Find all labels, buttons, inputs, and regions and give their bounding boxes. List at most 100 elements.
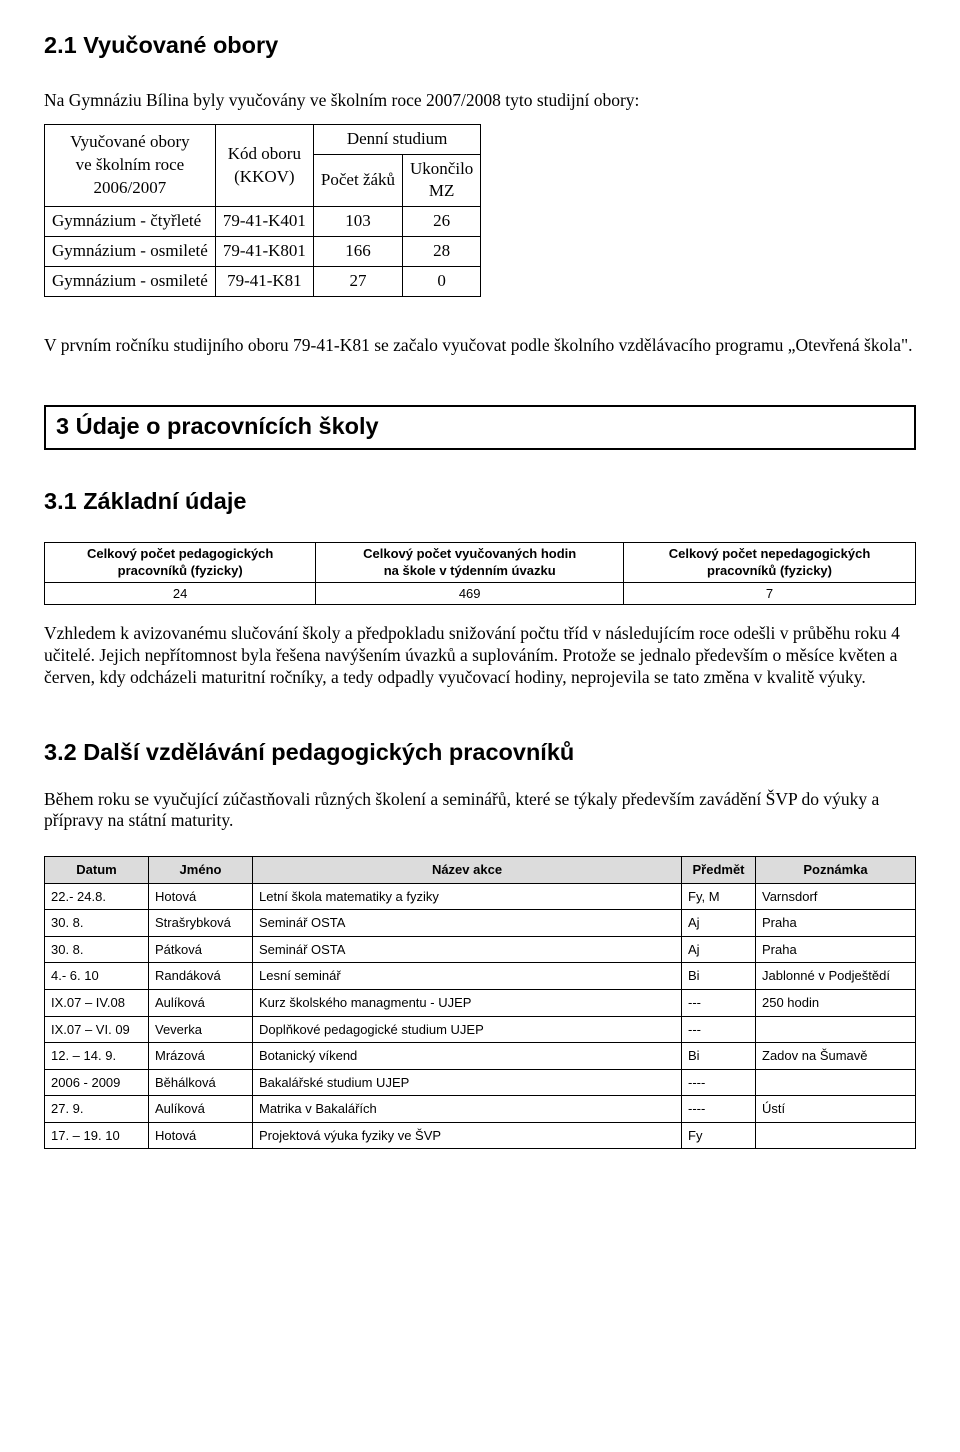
th-predmet: Předmět — [682, 857, 756, 884]
cell: Lesní seminář — [253, 963, 682, 990]
section-3-1: 3.1 Základní údaje Celkový počet pedagog… — [44, 486, 916, 689]
table-row: 12. – 14. 9.MrázováBotanický víkendBiZad… — [45, 1043, 916, 1070]
cell: 12. – 14. 9. — [45, 1043, 149, 1070]
cell: Hotová — [149, 883, 253, 910]
th-kod-l1: Kód oboru — [228, 144, 301, 163]
cell: 17. – 19. 10 — [45, 1122, 149, 1149]
cell: 250 hodin — [756, 990, 916, 1017]
cell — [756, 1016, 916, 1043]
cell: Aulíková — [149, 1096, 253, 1123]
cell: Letní škola matematiky a fyziky — [253, 883, 682, 910]
cell: IX.07 – IV.08 — [45, 990, 149, 1017]
table-row: 30. 8.StrašrybkováSeminář OSTAAjPraha — [45, 910, 916, 937]
cell: 30. 8. — [45, 936, 149, 963]
para-3-2: Během roku se vyučující zúčastňovali růz… — [44, 789, 916, 833]
cell: Aulíková — [149, 990, 253, 1017]
table-row: 2006 - 2009BěhálkováBakalářské studium U… — [45, 1069, 916, 1096]
cell: Praha — [756, 936, 916, 963]
th-pocet: Počet žáků — [313, 154, 402, 207]
table-row: 27. 9.AulíkováMatrika v Bakalářích----Ús… — [45, 1096, 916, 1123]
heading-2-1: 2.1 Vyučované obory — [44, 30, 916, 62]
cell: Randáková — [149, 963, 253, 990]
cell: 30. 8. — [45, 910, 149, 937]
cell: Strašrybková — [149, 910, 253, 937]
th-denni: Denní studium — [313, 124, 480, 154]
cell-count: 27 — [313, 267, 402, 297]
th-neped-l1: Celkový počet nepedagogických — [669, 546, 871, 561]
cell-code: 79-41-K401 — [215, 207, 313, 237]
cell: Veverka — [149, 1016, 253, 1043]
cell-code: 79-41-K801 — [215, 237, 313, 267]
cell: Kurz školského managmentu - UJEP — [253, 990, 682, 1017]
cell: Běhálková — [149, 1069, 253, 1096]
th-kod: Kód oboru (KKOV) — [215, 124, 313, 207]
table-header-row: Datum Jméno Název akce Předmět Poznámka — [45, 857, 916, 884]
cell-mz: 0 — [403, 267, 481, 297]
cell: Jablonné v Podještědí — [756, 963, 916, 990]
cell: 2006 - 2009 — [45, 1069, 149, 1096]
cell: 22.- 24.8. — [45, 883, 149, 910]
cell: Bi — [682, 1043, 756, 1070]
section-2-1: 2.1 Vyučované obory Na Gymnáziu Bílina b… — [44, 30, 916, 357]
cell-ped: 24 — [45, 582, 316, 605]
table-row: Gymnázium - čtyřleté 79-41-K401 103 26 — [45, 207, 481, 237]
cell: Pátková — [149, 936, 253, 963]
cell: Aj — [682, 936, 756, 963]
cell: Mrázová — [149, 1043, 253, 1070]
cell: --- — [682, 990, 756, 1017]
cell — [756, 1069, 916, 1096]
table-row: IX.07 – IV.08AulíkováKurz školského mana… — [45, 990, 916, 1017]
cell: Zadov na Šumavě — [756, 1043, 916, 1070]
cell: Bakalářské studium UJEP — [253, 1069, 682, 1096]
th-obory-l3: 2006/2007 — [94, 178, 167, 197]
cell: Doplňkové pedagogické studium UJEP — [253, 1016, 682, 1043]
cell-neped: 7 — [624, 582, 916, 605]
table-zakladni-udaje: Celkový počet pedagogických pracovníků (… — [44, 542, 916, 606]
para-3-1: Vzhledem k avizovanému slučování školy a… — [44, 623, 916, 689]
cell: ---- — [682, 1096, 756, 1123]
table-row: Gymnázium - osmileté 79-41-K801 166 28 — [45, 237, 481, 267]
cell-mz: 26 — [403, 207, 481, 237]
th-neped: Celkový počet nepedagogických pracovníků… — [624, 542, 916, 582]
th-datum: Datum — [45, 857, 149, 884]
cell: 4.- 6. 10 — [45, 963, 149, 990]
cell: Matrika v Bakalářích — [253, 1096, 682, 1123]
cell: Projektová výuka fyziky ve ŠVP — [253, 1122, 682, 1149]
th-poznamka: Poznámka — [756, 857, 916, 884]
cell: IX.07 – VI. 09 — [45, 1016, 149, 1043]
th-ped-l2: pracovníků (fyzicky) — [118, 563, 243, 578]
th-kod-l2: (KKOV) — [234, 167, 294, 186]
cell: Aj — [682, 910, 756, 937]
cell — [756, 1122, 916, 1149]
th-ped: Celkový počet pedagogických pracovníků (… — [45, 542, 316, 582]
heading-3-1: 3.1 Základní údaje — [44, 486, 916, 518]
table-skoleni: Datum Jméno Název akce Předmět Poznámka … — [44, 856, 916, 1149]
cell: Hotová — [149, 1122, 253, 1149]
cell: Seminář OSTA — [253, 936, 682, 963]
th-mz-l2: MZ — [429, 181, 455, 200]
table-row: IX.07 – VI. 09VeverkaDoplňkové pedagogic… — [45, 1016, 916, 1043]
th-mz-l1: Ukončilo — [410, 159, 473, 178]
cell: ---- — [682, 1069, 756, 1096]
cell: Ústí — [756, 1096, 916, 1123]
cell-mz: 28 — [403, 237, 481, 267]
cell: Bi — [682, 963, 756, 990]
cell-label: Gymnázium - osmileté — [45, 237, 216, 267]
cell: --- — [682, 1016, 756, 1043]
th-mz: Ukončilo MZ — [403, 154, 481, 207]
cell-label: Gymnázium - čtyřleté — [45, 207, 216, 237]
table-row: Gymnázium - osmileté 79-41-K81 27 0 — [45, 267, 481, 297]
th-ped-l1: Celkový počet pedagogických — [87, 546, 273, 561]
th-obory-l1: Vyučované obory — [70, 132, 189, 151]
table-row: 22.- 24.8.HotováLetní škola matematiky a… — [45, 883, 916, 910]
table-row: 24 469 7 — [45, 582, 916, 605]
th-jmeno: Jméno — [149, 857, 253, 884]
cell-code: 79-41-K81 — [215, 267, 313, 297]
cell: 27. 9. — [45, 1096, 149, 1123]
table-row: 4.- 6. 10RandákováLesní seminářBiJablonn… — [45, 963, 916, 990]
cell: Varnsdorf — [756, 883, 916, 910]
cell-count: 103 — [313, 207, 402, 237]
th-hodin-l1: Celkový počet vyučovaných hodin — [363, 546, 576, 561]
th-hodin: Celkový počet vyučovaných hodin na škole… — [316, 542, 624, 582]
cell-hodin: 469 — [316, 582, 624, 605]
